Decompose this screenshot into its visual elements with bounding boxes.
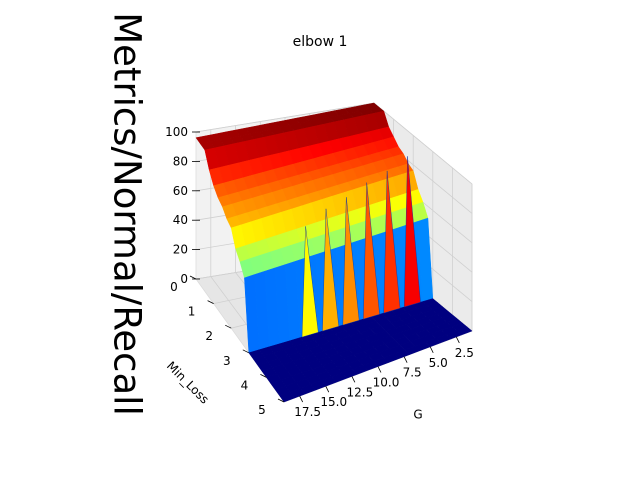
surface-spike — [383, 170, 401, 314]
y-tick-label: 2 — [205, 329, 213, 343]
x-tick-mark — [299, 395, 304, 403]
y-tick-mark — [207, 300, 214, 304]
y-tick-mark — [260, 374, 267, 378]
x-tick-mark — [403, 356, 408, 363]
x-tick-label: 15.0 — [320, 395, 347, 409]
y-tick-label: 0 — [170, 280, 178, 294]
surface-facet — [456, 326, 473, 336]
z-tick-label: 0 — [180, 272, 188, 286]
surface-spike — [363, 182, 380, 320]
surface-spike — [322, 208, 340, 332]
y-tick-mark — [242, 349, 249, 354]
tick-marks: 0204060801000123452.55.07.510.012.515.01… — [165, 125, 474, 419]
z-axis-label: Metrics/Normal/Recall — [105, 12, 149, 416]
chart-title: elbow 1 — [292, 34, 348, 50]
y-tick-label: 5 — [258, 403, 266, 417]
surface-spike — [342, 197, 360, 326]
x-tick-mark — [325, 386, 330, 393]
z-tick-label: 40 — [173, 213, 188, 227]
x-axis-label: G — [413, 408, 422, 422]
x-tick-label: 10.0 — [373, 376, 400, 390]
x-tick-label: 12.5 — [347, 385, 374, 399]
z-tick-label: 80 — [173, 154, 188, 168]
surface-mesh — [195, 102, 473, 403]
surface-spike — [403, 156, 421, 308]
y-axis-label: Min_Loss — [164, 359, 212, 407]
z-tick-label: 20 — [173, 243, 188, 257]
x-tick-label: 5.0 — [429, 356, 448, 370]
x-tick-mark — [429, 346, 434, 353]
x-tick-mark — [455, 336, 460, 344]
z-tick-label: 100 — [165, 125, 188, 139]
x-tick-label: 17.5 — [294, 405, 321, 419]
x-tick-label: 7.5 — [403, 366, 422, 380]
y-tick-label: 1 — [188, 305, 196, 319]
y-tick-mark — [277, 398, 285, 403]
surface-spike — [301, 226, 319, 338]
x-tick-mark — [377, 366, 382, 373]
y-tick-label: 3 — [223, 354, 231, 368]
x-tick-mark — [351, 376, 356, 383]
x-tick-label: 2.5 — [455, 346, 474, 360]
y-tick-mark — [225, 324, 232, 329]
y-tick-mark — [189, 275, 197, 280]
y-tick-label: 4 — [241, 378, 249, 392]
z-tick-label: 60 — [173, 184, 188, 198]
